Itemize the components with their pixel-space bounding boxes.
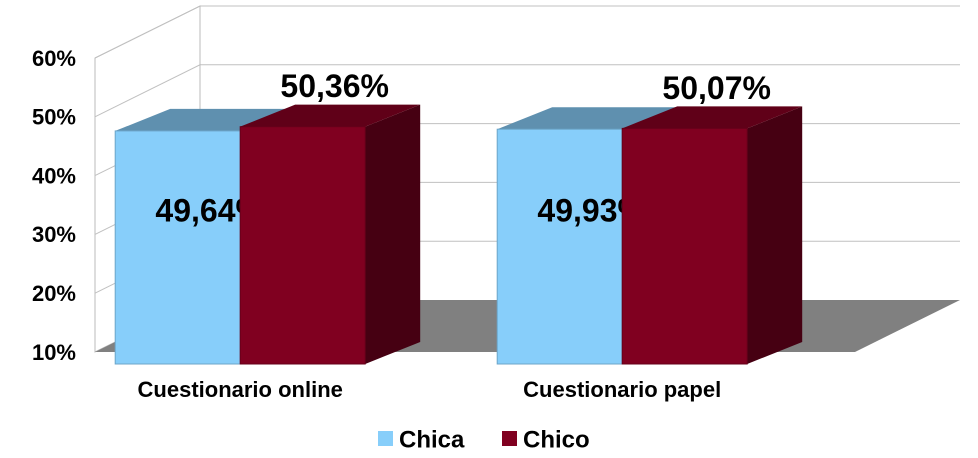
y-tick-label: 40% bbox=[32, 163, 76, 188]
legend-swatch bbox=[378, 431, 393, 446]
bar-top bbox=[497, 107, 678, 130]
bar bbox=[239, 104, 421, 365]
bar-front bbox=[239, 126, 366, 365]
bar-top bbox=[622, 106, 803, 129]
bar bbox=[621, 106, 803, 365]
legend-swatch bbox=[502, 431, 517, 446]
x-tick-label: Cuestionario online bbox=[138, 377, 343, 402]
data-label: 50,07% bbox=[662, 70, 771, 106]
y-tick-label: 20% bbox=[32, 281, 76, 306]
bar-top bbox=[240, 104, 421, 127]
bar-side bbox=[365, 104, 421, 364]
grid-line bbox=[94, 5, 960, 59]
y-tick-label: 30% bbox=[32, 222, 76, 247]
y-tick-label: 10% bbox=[32, 340, 76, 365]
bar-front bbox=[621, 127, 748, 365]
data-label: 50,36% bbox=[280, 68, 389, 104]
bar-front bbox=[114, 130, 241, 365]
legend-label: Chica bbox=[399, 426, 465, 453]
y-tick-label: 50% bbox=[32, 105, 76, 130]
legend-label: Chico bbox=[523, 426, 590, 453]
bar-side bbox=[747, 106, 803, 364]
y-tick-label: 60% bbox=[32, 46, 76, 71]
x-tick-label: Cuestionario papel bbox=[523, 377, 721, 402]
bar-front bbox=[496, 128, 623, 365]
